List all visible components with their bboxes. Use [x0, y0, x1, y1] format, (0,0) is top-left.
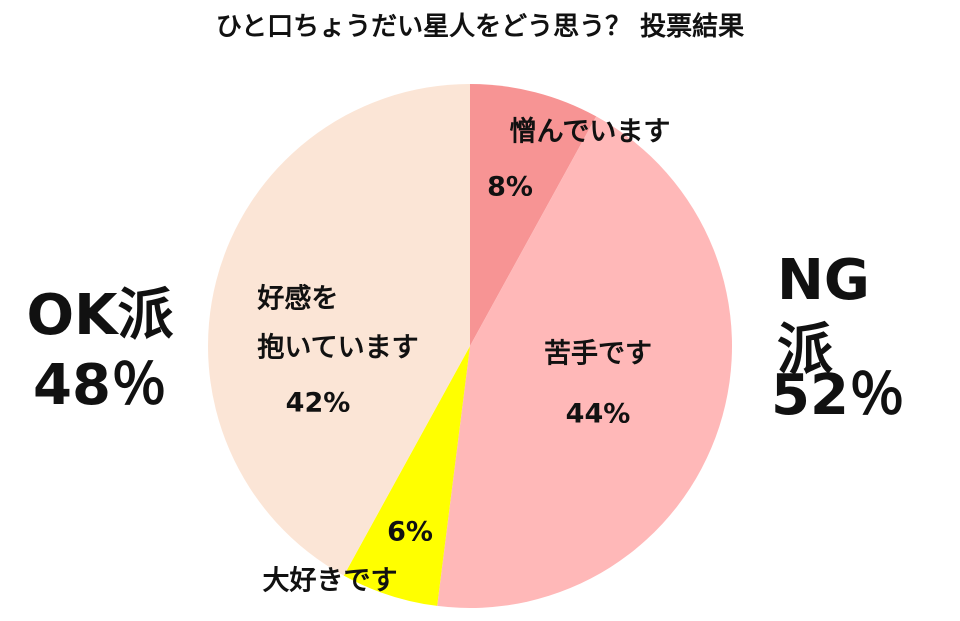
slice-label: 大好きです: [262, 565, 398, 597]
chart-title: ひと口ちょうだい星人をどう思う？ 投票結果: [215, 12, 745, 42]
group-value: 52％: [771, 363, 905, 428]
value-label: 8%: [487, 171, 533, 203]
group-value: 48％: [33, 353, 167, 418]
pie-slice: [470, 84, 597, 346]
value-label: 6%: [387, 516, 433, 548]
group-label: OK派: [26, 283, 174, 348]
slice-label: 憎んでいます: [509, 116, 671, 148]
pie-slice: [343, 346, 470, 606]
value-label: 44%: [565, 398, 631, 430]
slice-label: 好感を 抱いています: [257, 283, 419, 363]
slice-label: 苦手です: [544, 338, 652, 370]
pie-slice: [437, 116, 733, 609]
pie-slice: [208, 84, 470, 576]
value-label: 42%: [285, 387, 351, 419]
group-label: NG派: [777, 248, 870, 383]
